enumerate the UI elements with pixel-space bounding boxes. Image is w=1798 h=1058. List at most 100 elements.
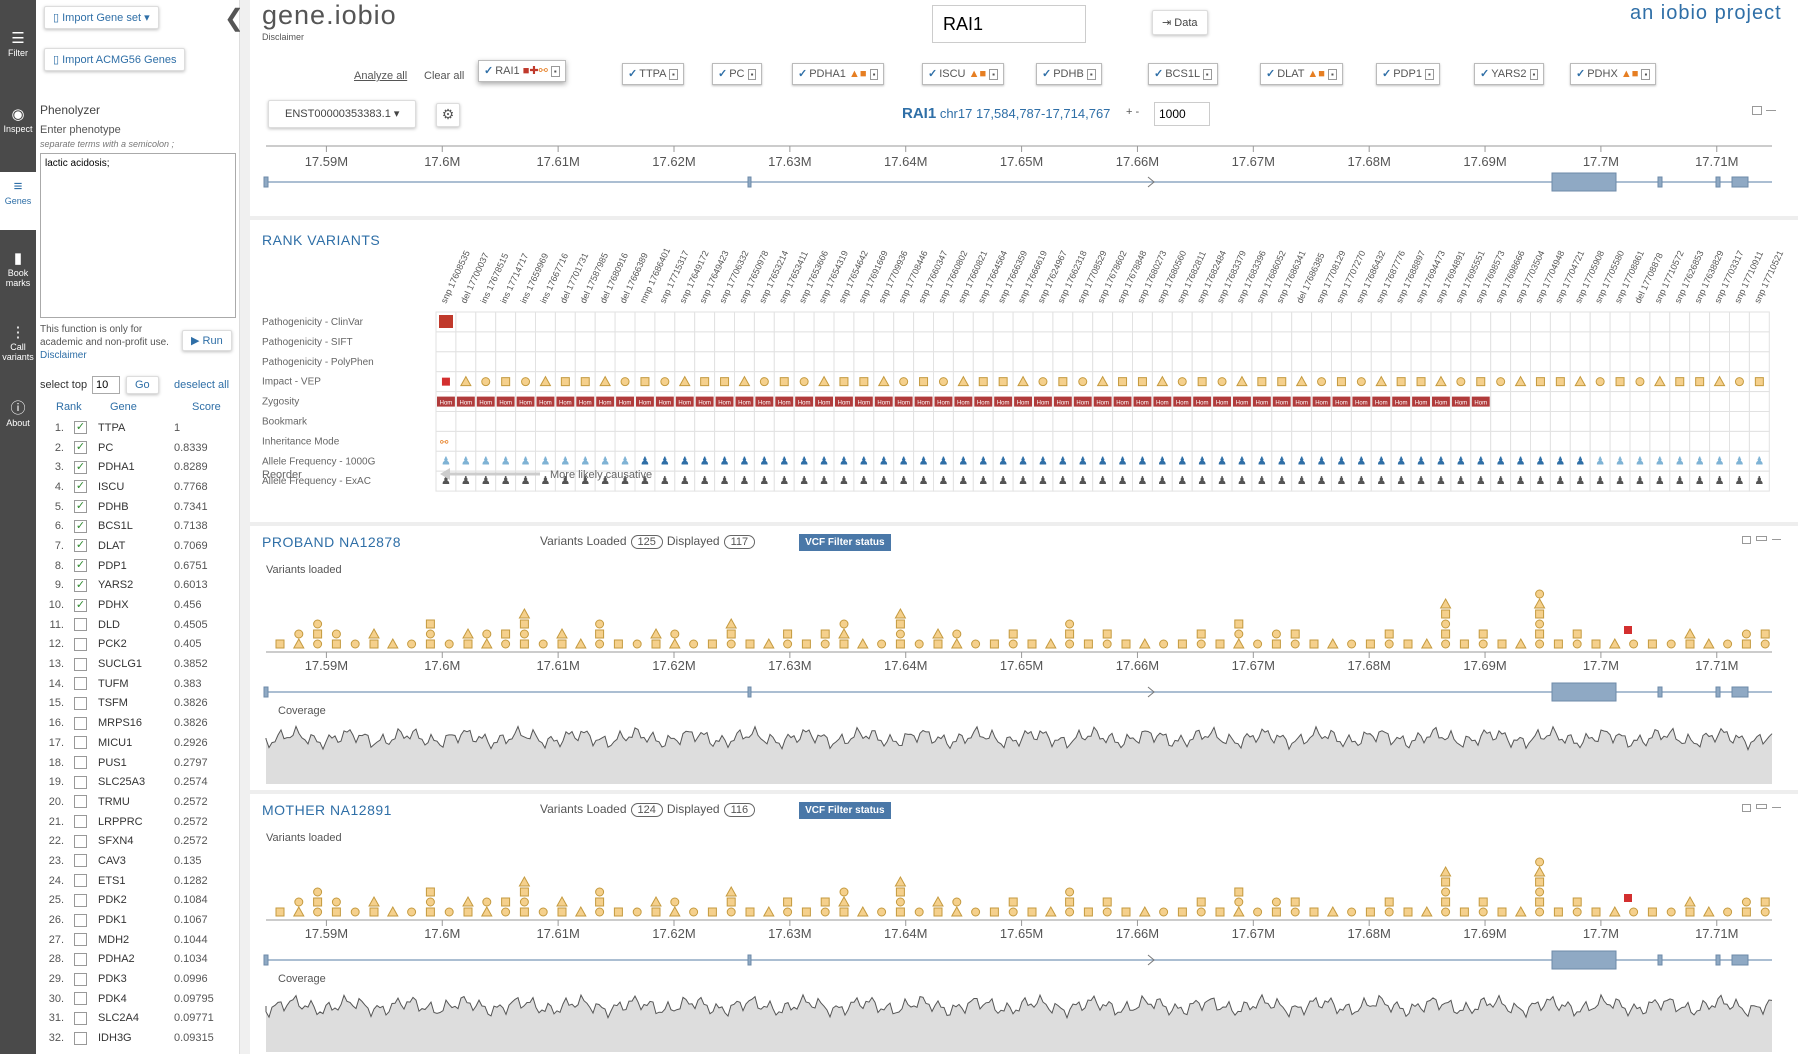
matrix-cell[interactable] — [1151, 351, 1173, 373]
matrix-cell[interactable] — [1390, 351, 1412, 373]
matrix-cell[interactable] — [1510, 331, 1531, 353]
variant-square[interactable] — [1403, 639, 1413, 649]
variant-circle[interactable] — [1535, 887, 1545, 897]
matrix-cell[interactable] — [1649, 351, 1671, 373]
variant-square[interactable] — [369, 639, 379, 649]
variant-circle[interactable] — [331, 629, 341, 639]
gene-chip-ttpa[interactable]: ✓ TTPA ▪ — [622, 63, 684, 85]
matrix-cell[interactable] — [1589, 351, 1611, 373]
variant-square[interactable] — [1121, 907, 1131, 917]
matrix-cell[interactable] — [1629, 430, 1651, 452]
matrix-cell[interactable] — [913, 430, 934, 452]
variant-circle[interactable] — [1441, 887, 1451, 897]
matrix-cell[interactable] — [1490, 411, 1512, 432]
matrix-cell[interactable] — [1729, 311, 1750, 333]
variant-square[interactable] — [1083, 907, 1093, 917]
variant-square[interactable] — [989, 639, 999, 649]
matrix-cell[interactable] — [634, 331, 656, 353]
matrix-cell[interactable] — [634, 411, 656, 432]
variant-square[interactable] — [1685, 639, 1695, 649]
variant-circle[interactable] — [839, 887, 849, 897]
variant-square[interactable] — [1365, 639, 1375, 649]
matrix-cell[interactable] — [873, 311, 895, 333]
matrix-cell[interactable] — [1092, 331, 1114, 353]
variant-square[interactable] — [1741, 639, 1751, 649]
variant-circle[interactable] — [482, 629, 492, 639]
variant-circle[interactable] — [1102, 639, 1112, 649]
variant-triangle[interactable] — [1044, 905, 1057, 917]
matrix-cell[interactable] — [654, 331, 676, 353]
variant-square[interactable] — [651, 639, 661, 649]
variant-square[interactable] — [331, 639, 341, 649]
matrix-cell[interactable] — [1729, 430, 1750, 452]
matrix-cell[interactable] — [793, 311, 815, 333]
variant-circle[interactable] — [1441, 907, 1451, 917]
matrix-cell[interactable] — [594, 311, 616, 333]
matrix-cell[interactable] — [1370, 351, 1392, 373]
variant-circle[interactable] — [407, 639, 417, 649]
variant-square[interactable] — [331, 907, 341, 917]
variant-square[interactable] — [1572, 897, 1582, 907]
matrix-cell[interactable] — [753, 430, 775, 452]
matrix-cell[interactable] — [893, 311, 915, 333]
matrix-cell[interactable] — [1709, 391, 1730, 413]
matrix-cell[interactable] — [1689, 391, 1711, 413]
variant-square[interactable] — [1685, 907, 1695, 917]
gene-checkbox[interactable] — [74, 854, 87, 868]
variant-triangle[interactable] — [292, 905, 305, 917]
matrix-cell[interactable] — [614, 430, 636, 452]
variant-triangle[interactable] — [894, 875, 907, 887]
matrix-cell[interactable] — [1271, 411, 1293, 432]
matrix-cell[interactable] — [1649, 430, 1671, 452]
variant-circle[interactable] — [1741, 629, 1751, 639]
variant-triangle[interactable] — [1533, 597, 1546, 609]
matrix-cell[interactable] — [1530, 311, 1551, 333]
matrix-cell[interactable] — [1549, 411, 1571, 432]
matrix-cell[interactable] — [574, 351, 596, 373]
variant-square[interactable] — [1591, 907, 1601, 917]
matrix-cell[interactable] — [1748, 411, 1770, 432]
matrix-cell[interactable] — [1748, 351, 1770, 373]
variant-triangle[interactable] — [762, 905, 775, 917]
variant-circle[interactable] — [519, 897, 529, 907]
matrix-cell[interactable] — [614, 311, 636, 333]
variant-circle[interactable] — [407, 907, 417, 917]
matrix-cell[interactable] — [933, 351, 954, 373]
matrix-cell[interactable] — [1171, 331, 1193, 353]
gene-checkbox[interactable]: ✓ — [74, 500, 87, 514]
variant-circle[interactable] — [877, 907, 887, 917]
import-gene-set-button[interactable]: ▯ Import Gene set ▾ — [44, 6, 159, 29]
matrix-cell[interactable] — [1032, 331, 1054, 353]
matrix-cell[interactable] — [753, 351, 775, 373]
matrix-cell[interactable] — [972, 311, 994, 333]
matrix-cell[interactable] — [1251, 411, 1273, 432]
matrix-cell[interactable] — [1410, 331, 1432, 353]
matrix-cell[interactable] — [1709, 351, 1730, 373]
matrix-cell[interactable] — [1231, 311, 1253, 333]
variant-circle[interactable] — [1760, 639, 1770, 649]
matrix-cell[interactable] — [654, 351, 676, 373]
variant-square[interactable] — [1459, 639, 1469, 649]
matrix-cell[interactable] — [1569, 331, 1591, 353]
variant-circle[interactable] — [820, 639, 830, 649]
matrix-cell[interactable] — [1112, 311, 1133, 333]
variant-square[interactable] — [425, 639, 435, 649]
minimize-icon[interactable] — [1772, 539, 1781, 540]
variant-triangle[interactable] — [1439, 597, 1452, 609]
variant-square[interactable] — [557, 639, 567, 649]
variant-square[interactable] — [783, 897, 793, 907]
matrix-cell[interactable] — [1430, 411, 1452, 432]
variant-circle[interactable] — [1535, 619, 1545, 629]
gene-checkbox[interactable] — [74, 657, 87, 671]
matrix-cell[interactable] — [1748, 311, 1770, 333]
go-button[interactable]: Go — [126, 376, 159, 394]
matrix-cell[interactable] — [1470, 331, 1492, 353]
matrix-cell[interactable] — [554, 311, 576, 333]
matrix-cell[interactable] — [1530, 411, 1551, 432]
matrix-cell[interactable] — [1748, 470, 1770, 492]
matrix-cell[interactable] — [1151, 411, 1173, 432]
matrix-cell[interactable] — [753, 331, 775, 353]
matrix-cell[interactable] — [972, 430, 994, 452]
gene-checkbox[interactable] — [74, 756, 87, 770]
variant-circle[interactable] — [1535, 589, 1545, 599]
